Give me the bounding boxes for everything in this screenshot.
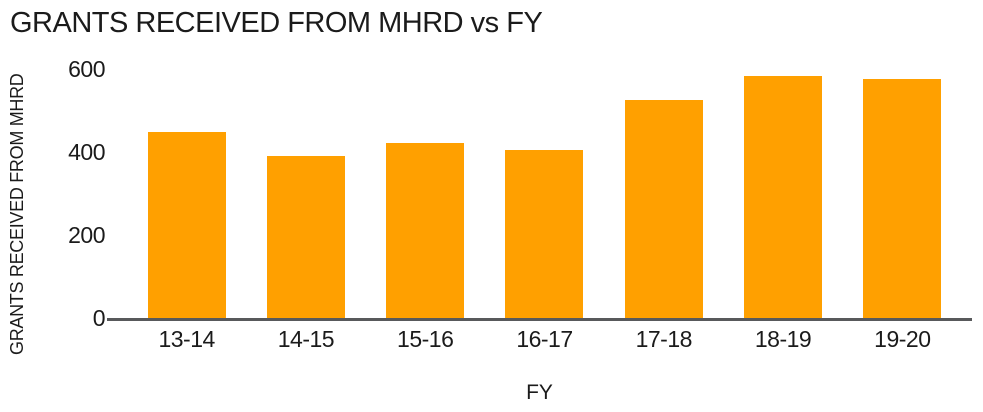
bar-15-16	[386, 142, 465, 319]
bar-band-15-16	[366, 69, 485, 319]
bar-band-14-15	[246, 69, 365, 319]
bar-14-15	[266, 155, 345, 319]
y-tick-label: 0	[92, 304, 106, 331]
x-tick-label: 15-16	[397, 326, 454, 352]
bar-18-19	[744, 76, 823, 319]
y-tick-label: 400	[68, 138, 105, 165]
bar-19-20	[863, 79, 942, 319]
x-tick-label: 18-19	[754, 326, 812, 352]
x-tick-label: 14-15	[277, 326, 335, 352]
x-tick-label: 19-20	[874, 326, 931, 352]
plot-area	[127, 69, 962, 319]
y-tick-label: 200	[68, 221, 105, 248]
bar-13-14	[147, 132, 226, 319]
bar-band-17-18	[604, 69, 723, 319]
x-tick-labels: 13-14 14-15 15-16 16-17 17-18 18-19 19-20	[127, 326, 962, 353]
bar-17-18	[624, 100, 703, 319]
x-axis-title: FY	[526, 381, 553, 404]
x-tick-label: 17-18	[635, 326, 693, 352]
x-tick-label: 16-17	[516, 326, 573, 352]
x-axis-line	[107, 318, 972, 321]
y-tick-label: 600	[68, 55, 105, 82]
x-tick-label: 13-14	[158, 326, 215, 352]
bar-band-19-20	[843, 69, 962, 319]
bar-16-17	[505, 149, 584, 319]
bar-band-16-17	[485, 69, 604, 319]
chart-title: GRANTS RECEIVED FROM MHRD vs FY	[10, 7, 543, 39]
bar-band-18-19	[723, 69, 842, 319]
bar-band-13-14	[127, 69, 246, 319]
